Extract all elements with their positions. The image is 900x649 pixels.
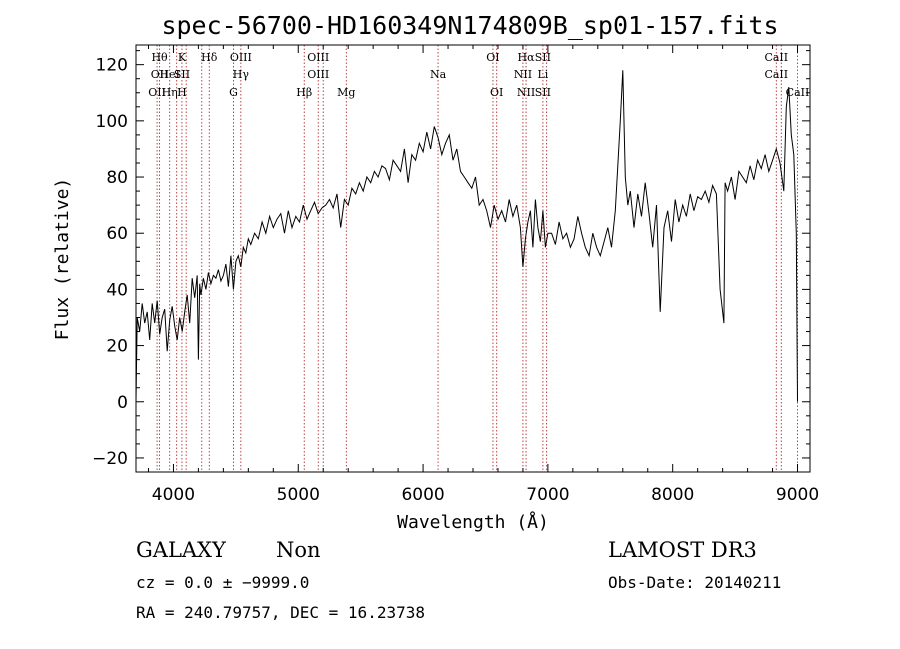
- line-label: Hη: [162, 86, 178, 99]
- line-label: Na: [430, 68, 447, 81]
- line-label: NII: [514, 68, 532, 81]
- y-tick-label: 40: [106, 280, 128, 300]
- y-tick-label: 120: [96, 56, 128, 76]
- y-tick-label: 100: [96, 112, 128, 132]
- line-label: SII: [174, 68, 190, 81]
- line-label: OIII: [230, 51, 252, 64]
- x-tick-label: 7000: [526, 485, 569, 505]
- line-label: OIII: [307, 68, 329, 81]
- emission-line-labels: OIIHθOIIHeIHηKSIIHHδGOIIIHγHβOIIIOIIIMgN…: [148, 51, 809, 99]
- x-axis-label: Wavelength (Å): [397, 511, 549, 533]
- line-label: OIII: [307, 51, 329, 64]
- y-tick-label: −20: [92, 449, 128, 469]
- observation-date: Obs-Date: 20140211: [608, 573, 782, 592]
- line-label: Hγ: [233, 68, 250, 81]
- line-label: Mg: [337, 86, 355, 99]
- emission-line-markers: [156, 45, 798, 472]
- x-tick-label: 6000: [401, 485, 444, 505]
- line-label: SII: [535, 51, 551, 64]
- y-tick-label: 20: [106, 337, 128, 357]
- y-axis-label: Flux (relative): [52, 178, 73, 341]
- object-subclass: Non: [276, 538, 321, 562]
- line-label: Hδ: [201, 51, 218, 64]
- x-tick-label: 5000: [277, 485, 320, 505]
- y-tick-label: 0: [117, 393, 128, 413]
- line-label: OI: [490, 86, 503, 99]
- line-label: OI: [486, 51, 499, 64]
- line-label: NII: [517, 86, 535, 99]
- line-label: OII: [148, 86, 166, 99]
- x-tick-label: 4000: [152, 485, 195, 505]
- redshift-info: cz = 0.0 ± −9999.0: [136, 573, 310, 592]
- line-label: CaII: [764, 51, 788, 64]
- x-tick-label: 9000: [776, 485, 819, 505]
- line-label: OII: [151, 68, 169, 81]
- survey-name: LAMOST DR3: [608, 538, 757, 562]
- spectrum-line: [135, 70, 798, 402]
- line-label: K: [178, 51, 187, 64]
- x-axis-ticks: 4000 5000 6000 7000 8000 9000: [147, 45, 819, 505]
- line-label: G: [229, 86, 238, 99]
- y-tick-label: 60: [106, 224, 128, 244]
- line-label: SII: [535, 86, 551, 99]
- x-tick-label: 8000: [651, 485, 694, 505]
- chart-title: spec-56700-HD160349N174809B_sp01-157.fit…: [161, 11, 778, 40]
- object-class: GALAXY: [136, 538, 226, 562]
- line-label: CaII: [786, 86, 810, 99]
- y-tick-label: 80: [106, 168, 128, 188]
- line-label: Hθ: [151, 51, 168, 64]
- line-label: Hβ: [296, 86, 312, 99]
- line-label: Hα: [518, 51, 536, 64]
- y-axis-ticks: −20 0 20 40 60 80 100 120: [92, 50, 810, 469]
- line-label: HeI: [159, 68, 179, 81]
- line-label: Li: [537, 68, 548, 81]
- line-label: CaII: [764, 68, 788, 81]
- coordinates: RA = 240.79757, DEC = 16.23738: [136, 603, 425, 622]
- line-label: H: [177, 86, 187, 99]
